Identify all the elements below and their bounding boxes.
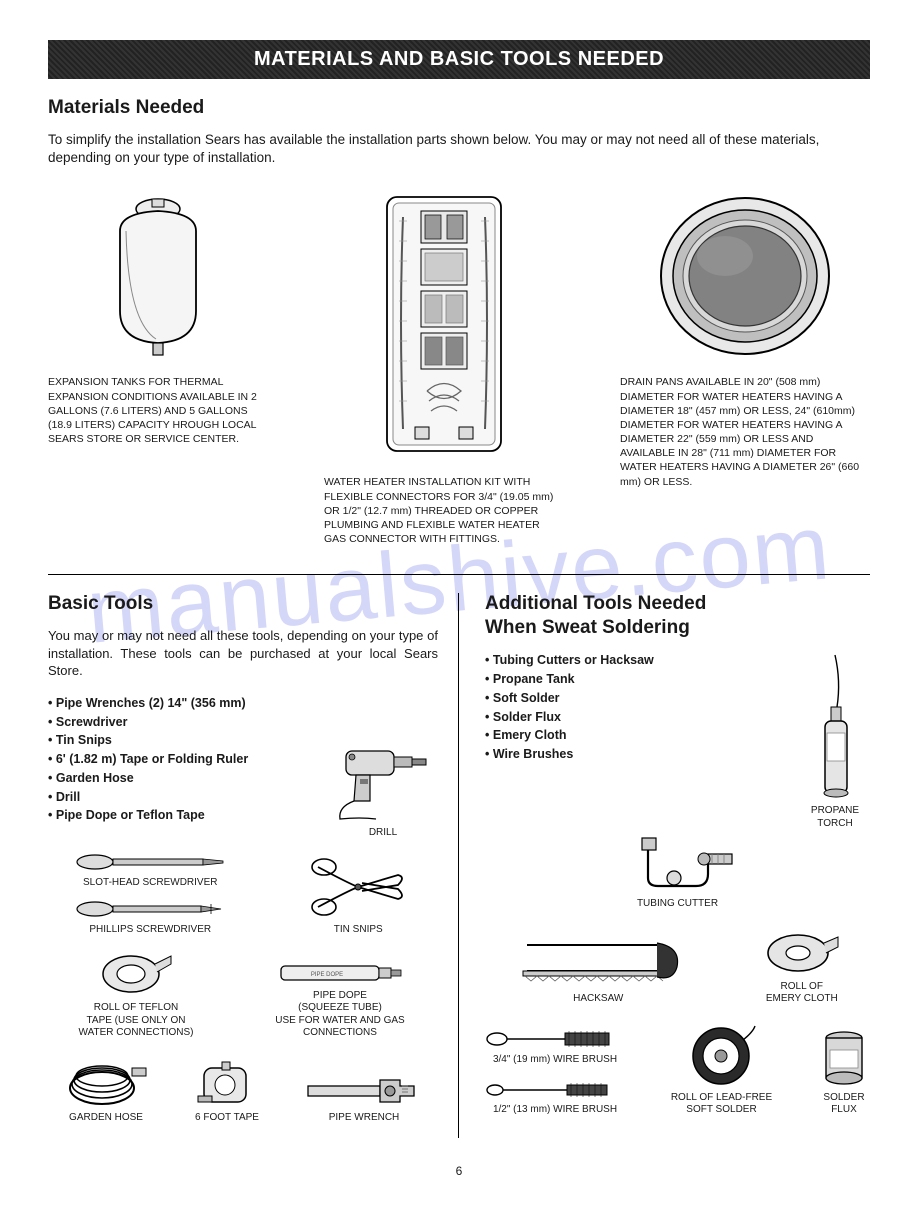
basic-tools-intro: You may or may not need all these tools,… [48, 627, 438, 680]
propane-torch-icon [811, 651, 859, 801]
list-item: Emery Cloth [485, 726, 800, 745]
svg-text:PIPE DOPE: PIPE DOPE [311, 972, 343, 978]
hacksaw-caption: HACKSAW [573, 993, 623, 1006]
pipe-wrench-tool: PIPE WRENCH [304, 1074, 424, 1125]
banner-heading: MATERIALS AND BASIC TOOLS NEEDED [48, 40, 870, 79]
solder-roll-caption: ROLL OF LEAD-FREE SOFT SOLDER [671, 1092, 772, 1117]
list-item: 6' (1.82 m) Tape or Folding Ruler [48, 750, 328, 769]
wire-brush-34-tool: 3/4" (19 mm) WIRE BRUSH [485, 1028, 625, 1067]
list-item: Soft Solder [485, 689, 800, 708]
material-drain-pan: DRAIN PANS AVAILABLE IN 20" (508 mm) DIA… [620, 191, 870, 488]
list-item: Wire Brushes [485, 745, 800, 764]
basic-tools-bullets: Pipe Wrenches (2) 14" (356 mm) Screwdriv… [48, 694, 328, 825]
tin-snips-caption: TIN SNIPS [334, 924, 383, 937]
install-kit-icon [379, 191, 509, 461]
hose-caption: GARDEN HOSE [69, 1112, 143, 1125]
list-item: Garden Hose [48, 769, 328, 788]
additional-tools-heading-l2: When Sweat Soldering [485, 617, 870, 639]
tubing-cutter-tool: TUBING CUTTER [618, 834, 738, 911]
solder-roll-tool: ROLL OF LEAD-FREE SOFT SOLDER [671, 1022, 772, 1117]
page-number: 6 [48, 1164, 870, 1178]
install-kit-caption: WATER HEATER INSTALLATION KIT WITH FLEXI… [324, 475, 564, 546]
drain-pan-icon [655, 191, 835, 361]
wire-brush-34-icon [485, 1028, 625, 1050]
phillips-screwdriver-icon [75, 898, 225, 920]
list-item: Tubing Cutters or Hacksaw [485, 651, 800, 670]
list-item: Screwdriver [48, 713, 328, 732]
drain-pan-caption: DRAIN PANS AVAILABLE IN 20" (508 mm) DIA… [620, 375, 870, 488]
emery-cloth-tool: ROLL OF EMERY CLOTH [762, 927, 842, 1006]
additional-tools-column: Additional Tools Needed When Sweat Solde… [459, 593, 870, 1138]
hacksaw-tool: HACKSAW [513, 933, 683, 1006]
teflon-tape-icon [97, 950, 175, 998]
pipe-wrench-icon [304, 1074, 424, 1108]
materials-row: EXPANSION TANKS FOR THERMAL EXPANSION CO… [48, 191, 870, 546]
solder-flux-tool: SOLDER FLUX [818, 1028, 870, 1117]
emery-cloth-icon [762, 927, 842, 977]
list-item: Propane Tank [485, 670, 800, 689]
slot-screwdriver-icon [75, 851, 225, 873]
tape6-caption: 6 FOOT TAPE [195, 1112, 259, 1125]
expansion-tank-caption: EXPANSION TANKS FOR THERMAL EXPANSION CO… [48, 375, 268, 446]
brush34-caption: 3/4" (19 mm) WIRE BRUSH [493, 1054, 617, 1067]
wrench-caption: PIPE WRENCH [329, 1112, 400, 1125]
garden-hose-icon [62, 1054, 150, 1108]
list-item: Tin Snips [48, 731, 328, 750]
drill-tool: DRILL [328, 733, 438, 840]
materials-heading: Materials Needed [48, 97, 870, 119]
phillips-sd-caption: PHILLIPS SCREWDRIVER [89, 924, 211, 937]
list-item: Pipe Dope or Teflon Tape [48, 806, 328, 825]
section-divider [48, 574, 870, 575]
tape-measure-icon [192, 1058, 262, 1108]
teflon-tape-tool: ROLL OF TEFLON TAPE (USE ONLY ON WATER C… [66, 950, 206, 1040]
list-item: Pipe Wrenches (2) 14" (356 mm) [48, 694, 328, 713]
tubing-cutter-icon [618, 834, 738, 894]
slot-screwdriver-tool: SLOT-HEAD SCREWDRIVER [75, 851, 225, 890]
teflon-caption: ROLL OF TEFLON TAPE (USE ONLY ON WATER C… [79, 1002, 194, 1040]
list-item: Solder Flux [485, 708, 800, 727]
basic-tools-heading: Basic Tools [48, 593, 438, 615]
tubing-cutter-caption: TUBING CUTTER [637, 898, 718, 911]
hacksaw-icon [513, 933, 683, 989]
materials-intro: To simplify the installation Sears has a… [48, 131, 870, 167]
drill-caption: DRILL [369, 827, 397, 840]
tin-snips-icon [306, 855, 411, 920]
pipe-dope-icon: PIPE DOPE [275, 960, 405, 986]
material-install-kit: WATER HEATER INSTALLATION KIT WITH FLEXI… [324, 191, 564, 546]
tin-snips-tool: TIN SNIPS [306, 855, 411, 937]
solder-flux-icon [818, 1028, 870, 1088]
pipe-dope-caption: PIPE DOPE (SQUEEZE TUBE) USE FOR WATER A… [275, 990, 404, 1040]
drill-icon [336, 733, 431, 823]
material-expansion-tank: EXPANSION TANKS FOR THERMAL EXPANSION CO… [48, 191, 268, 446]
basic-tools-column: Basic Tools You may or may not need all … [48, 593, 459, 1138]
tape-measure-tool: 6 FOOT TAPE [192, 1058, 262, 1125]
flux-caption: SOLDER FLUX [823, 1092, 864, 1117]
wire-brush-12-icon [485, 1080, 625, 1100]
emery-caption: ROLL OF EMERY CLOTH [766, 981, 838, 1006]
phillips-screwdriver-tool: PHILLIPS SCREWDRIVER [75, 898, 225, 937]
additional-tools-heading-l1: Additional Tools Needed [485, 593, 870, 615]
brush12-caption: 1/2" (13 mm) WIRE BRUSH [493, 1104, 617, 1117]
propane-torch-tool: PROPANE TORCH [800, 651, 870, 830]
expansion-tank-icon [98, 191, 218, 361]
solder-roll-icon [685, 1022, 757, 1088]
torch-caption: PROPANE TORCH [811, 805, 859, 830]
slot-sd-caption: SLOT-HEAD SCREWDRIVER [83, 877, 217, 890]
list-item: Drill [48, 788, 328, 807]
additional-tools-bullets: Tubing Cutters or Hacksaw Propane Tank S… [485, 651, 800, 764]
garden-hose-tool: GARDEN HOSE [62, 1054, 150, 1125]
wire-brush-12-tool: 1/2" (13 mm) WIRE BRUSH [485, 1080, 625, 1117]
pipe-dope-tool: PIPE DOPE PIPE DOPE (SQUEEZE TUBE) USE F… [260, 960, 420, 1040]
